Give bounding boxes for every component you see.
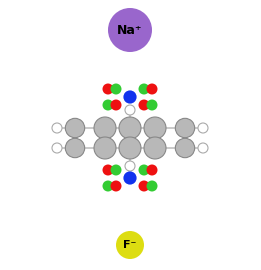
Text: Na⁺: Na⁺: [117, 23, 143, 36]
Circle shape: [123, 171, 137, 185]
Circle shape: [144, 117, 166, 139]
Circle shape: [52, 143, 62, 153]
Circle shape: [125, 125, 135, 135]
Circle shape: [144, 137, 166, 159]
Circle shape: [198, 123, 208, 133]
Circle shape: [65, 118, 85, 138]
Circle shape: [119, 117, 141, 139]
Circle shape: [103, 181, 114, 191]
Circle shape: [94, 137, 116, 159]
Circle shape: [110, 181, 122, 191]
Circle shape: [175, 138, 195, 158]
Circle shape: [103, 164, 114, 176]
Circle shape: [146, 181, 157, 191]
Circle shape: [146, 164, 157, 176]
Circle shape: [94, 117, 116, 139]
Circle shape: [110, 83, 122, 94]
Circle shape: [139, 181, 150, 191]
Circle shape: [175, 118, 195, 138]
Circle shape: [125, 105, 135, 115]
Circle shape: [103, 100, 114, 110]
Circle shape: [125, 141, 135, 151]
Circle shape: [52, 123, 62, 133]
Circle shape: [65, 138, 85, 158]
Circle shape: [110, 164, 122, 176]
Circle shape: [139, 83, 150, 94]
Circle shape: [125, 161, 135, 171]
Circle shape: [139, 100, 150, 110]
Circle shape: [110, 100, 122, 110]
Circle shape: [108, 8, 152, 52]
Circle shape: [116, 231, 144, 259]
Circle shape: [146, 83, 157, 94]
Circle shape: [139, 164, 150, 176]
Circle shape: [198, 143, 208, 153]
Text: F⁻: F⁻: [123, 240, 137, 250]
Circle shape: [119, 137, 141, 159]
Circle shape: [123, 90, 137, 104]
Circle shape: [103, 83, 114, 94]
Circle shape: [146, 100, 157, 110]
